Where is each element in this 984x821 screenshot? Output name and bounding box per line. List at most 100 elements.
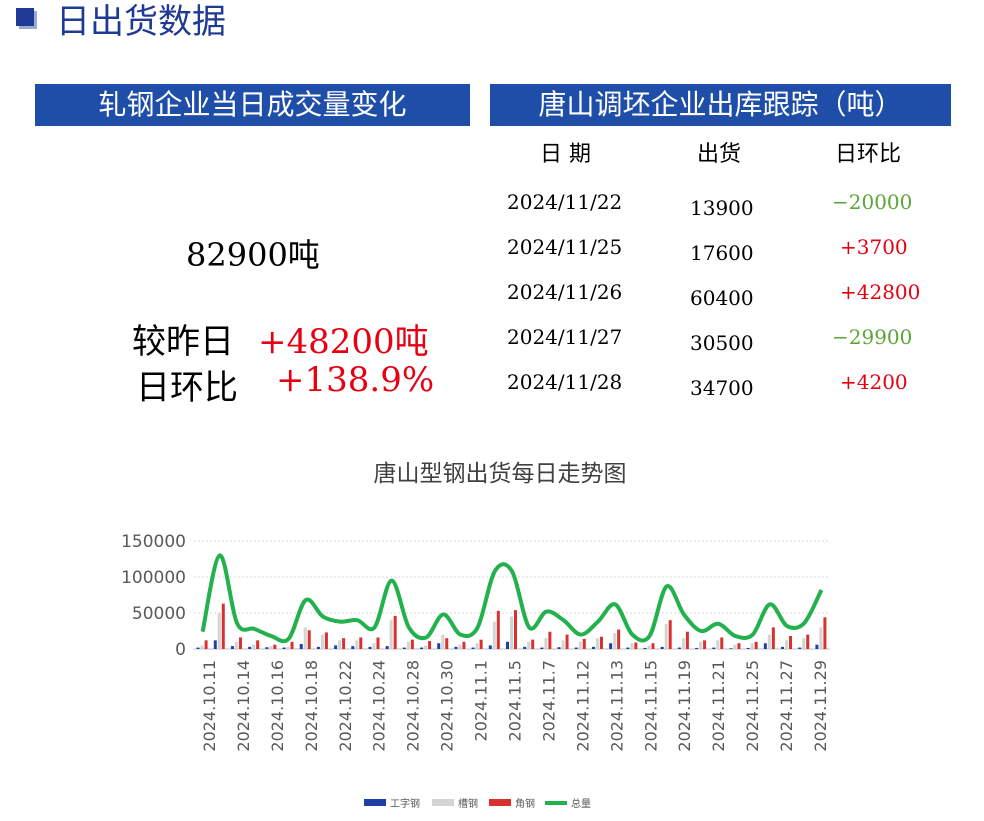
bar-角钢 [290, 641, 294, 649]
bar-角钢 [754, 641, 758, 649]
daily-volume: 82900吨 [186, 236, 320, 274]
y-tick-label: 0 [175, 640, 186, 660]
bar-工字钢 [643, 647, 647, 649]
row-change: −29900 [832, 325, 913, 349]
bar-工字钢 [540, 647, 544, 649]
bar-工字钢 [299, 643, 303, 649]
bar-槽钢 [802, 638, 806, 649]
bar-角钢 [531, 639, 535, 649]
bar-槽钢 [424, 645, 428, 649]
bar-角钢 [238, 637, 242, 649]
compare-label: 较昨日 [132, 322, 234, 362]
col-header-change: 日环比 [835, 142, 902, 167]
bar-角钢 [479, 639, 483, 649]
y-tick-label: 150000 [121, 532, 186, 552]
row-change: −20000 [832, 190, 913, 214]
x-tick-label: 2024.11.15 [641, 660, 660, 752]
row-date: 2024/11/25 [507, 235, 623, 259]
bar-工字钢 [471, 647, 475, 649]
left-banner: 轧钢企业当日成交量变化 [35, 84, 470, 126]
bar-槽钢 [286, 646, 290, 649]
bar-工字钢 [230, 646, 234, 649]
bar-角钢 [599, 636, 603, 649]
bar-槽钢 [785, 640, 789, 649]
bar-工字钢 [591, 646, 595, 649]
bar-角钢 [823, 617, 827, 649]
bar-角钢 [410, 639, 414, 649]
bar-工字钢 [746, 647, 750, 649]
y-tick-label: 100000 [121, 568, 186, 588]
bar-角钢 [445, 638, 449, 649]
bar-角钢 [703, 640, 707, 649]
bar-工字钢 [557, 647, 561, 649]
bar-槽钢 [750, 643, 754, 649]
x-tick-label: 2024.10.14 [234, 660, 253, 752]
bar-工字钢 [437, 643, 441, 649]
bar-槽钢 [630, 643, 634, 649]
bar-工字钢 [351, 646, 355, 649]
bar-槽钢 [475, 643, 479, 649]
x-tick-label: 2024.11.1 [472, 660, 491, 741]
bar-槽钢 [647, 645, 651, 649]
bar-工字钢 [385, 646, 389, 649]
row-change: +4200 [840, 370, 908, 394]
row-date: 2024/11/27 [507, 325, 623, 349]
legend-label: 总量 [571, 797, 591, 810]
col-header-date: 日 期 [540, 142, 591, 167]
bar-角钢 [256, 640, 260, 649]
bar-槽钢 [492, 621, 496, 649]
bar-工字钢 [609, 643, 613, 649]
row-change: +3700 [840, 235, 908, 259]
row-date: 2024/11/22 [507, 190, 623, 214]
bar-角钢 [376, 637, 380, 649]
bar-角钢 [685, 631, 689, 649]
x-tick-label: 2024.11.7 [539, 660, 558, 741]
bar-工字钢 [454, 646, 458, 649]
bar-角钢 [548, 631, 552, 649]
bar-槽钢 [406, 641, 410, 649]
bar-角钢 [342, 638, 346, 649]
row-shipment: 17600 [690, 241, 754, 265]
bar-槽钢 [303, 627, 307, 649]
compare-value: +48200吨 [258, 322, 429, 362]
bar-角钢 [617, 629, 621, 649]
bar-工字钢 [798, 647, 802, 649]
line-总量 [200, 553, 824, 644]
x-tick-label: 2024.10.24 [370, 660, 389, 752]
bar-工字钢 [815, 644, 819, 649]
row-shipment: 13900 [690, 196, 754, 220]
bar-工字钢 [712, 647, 716, 649]
x-tick-label: 2024.11.13 [607, 660, 626, 752]
bar-槽钢 [819, 627, 823, 649]
x-tick-label: 2024.11.25 [743, 660, 762, 752]
bar-角钢 [514, 610, 517, 649]
bar-角钢 [565, 634, 569, 649]
y-tick-label: 50000 [132, 604, 186, 624]
bar-角钢 [428, 641, 432, 649]
bar-槽钢 [338, 640, 342, 649]
bar-工字钢 [368, 646, 372, 649]
bar-槽钢 [699, 641, 703, 649]
x-tick-label: 2024.10.18 [302, 660, 321, 752]
bar-槽钢 [320, 634, 324, 649]
legend-label: 角钢 [515, 797, 535, 810]
x-tick-label: 2024.11.19 [675, 660, 694, 752]
bar-工字钢 [282, 647, 286, 649]
bar-工字钢 [729, 648, 733, 649]
bar-槽钢 [613, 633, 617, 649]
legend-swatch [489, 799, 511, 806]
bar-角钢 [806, 634, 810, 649]
bar-槽钢 [200, 645, 204, 649]
bar-工字钢 [626, 647, 630, 649]
bar-工字钢 [213, 640, 217, 649]
bar-角钢 [273, 644, 277, 649]
row-date: 2024/11/26 [507, 280, 623, 304]
bar-角钢 [462, 641, 466, 649]
bar-角钢 [720, 637, 724, 649]
legend-swatch [364, 799, 386, 806]
bar-角钢 [221, 603, 225, 649]
row-shipment: 30500 [690, 331, 754, 355]
bar-工字钢 [523, 646, 527, 649]
bar-槽钢 [544, 638, 548, 649]
chart-title: 唐山型钢出货每日走势图 [373, 461, 627, 487]
